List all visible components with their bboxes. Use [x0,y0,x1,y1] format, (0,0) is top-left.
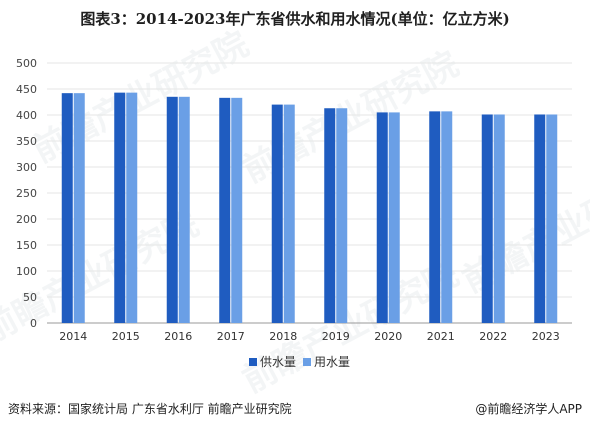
bar-use [178,96,190,323]
bar-supply [376,112,388,324]
credit-note: @前瞻经济学人APP [475,402,582,416]
bar-use [388,112,400,324]
x-tick-label: 2015 [112,330,140,343]
x-tick-label: 2014 [59,330,87,343]
bar-supply [429,111,441,323]
bar-use [231,97,243,323]
legend-label: 供水量 [260,355,296,369]
legend-swatch [303,358,311,366]
x-tick-label: 2018 [269,330,297,343]
x-tick-label: 2021 [427,330,455,343]
bar-use [336,108,348,324]
y-tick-label: 500 [16,57,37,70]
y-tick-label: 350 [16,135,37,148]
bar-supply [481,114,493,323]
y-tick-label: 400 [16,109,37,122]
bar-supply [219,97,231,323]
bar-use [126,92,138,323]
bar-supply [324,108,336,324]
bar-use [73,93,85,323]
bar-supply [61,93,73,323]
y-tick-label: 200 [16,213,37,226]
bar-use [493,114,505,323]
chart-title: 图表3：2014-2023年广东省供水和用水情况(单位：亿立方米) [80,10,510,28]
y-tick-label: 100 [16,265,37,278]
bar-supply [534,114,546,323]
source-note: 资料来源：国家统计局 广东省水利厅 前瞻产业研究院 [8,402,292,416]
y-tick-label: 250 [16,187,37,200]
y-tick-label: 150 [16,239,37,252]
x-tick-label: 2020 [374,330,402,343]
x-tick-label: 2022 [479,330,507,343]
y-tick-label: 450 [16,83,37,96]
x-tick-label: 2017 [217,330,245,343]
legend-label: 用水量 [314,355,350,369]
bar-use [546,114,558,323]
bar-use [283,104,295,323]
x-tick-label: 2023 [532,330,560,343]
bar-supply [271,104,283,323]
x-tick-label: 2019 [322,330,350,343]
y-tick-label: 300 [16,161,37,174]
bar-supply [166,96,178,323]
legend-swatch [249,358,257,366]
bar-supply [114,92,126,323]
y-tick-label: 0 [30,317,37,330]
y-tick-label: 50 [23,291,37,304]
bar-use [441,111,453,323]
x-tick-label: 2016 [164,330,192,343]
